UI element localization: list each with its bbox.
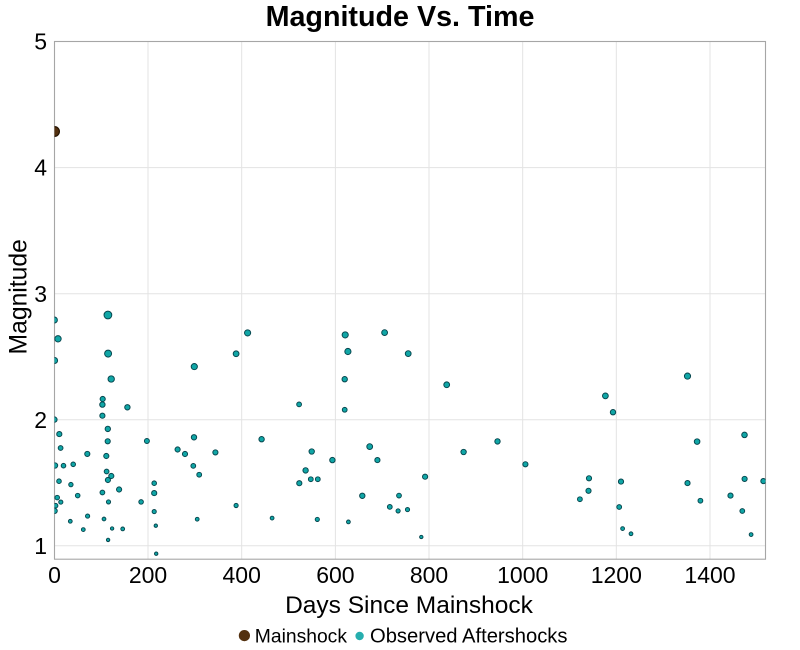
svg-text:600: 600 — [316, 562, 354, 588]
svg-text:Mainshock: Mainshock — [255, 626, 348, 647]
svg-text:5: 5 — [34, 29, 47, 55]
svg-text:1: 1 — [34, 533, 47, 559]
svg-text:800: 800 — [410, 562, 448, 588]
svg-text:Magnitude Vs. Time: Magnitude Vs. Time — [266, 1, 535, 33]
svg-text:400: 400 — [223, 562, 261, 588]
svg-text:3: 3 — [34, 281, 47, 307]
svg-text:2: 2 — [34, 407, 47, 433]
svg-text:200: 200 — [129, 562, 167, 588]
svg-text:Magnitude: Magnitude — [5, 239, 32, 354]
svg-text:1200: 1200 — [591, 562, 642, 588]
svg-text:Observed Aftershocks: Observed Aftershocks — [370, 625, 567, 647]
svg-text:0: 0 — [48, 562, 61, 588]
svg-text:1400: 1400 — [684, 562, 735, 588]
svg-text:Days Since Mainshock: Days Since Mainshock — [285, 592, 534, 619]
svg-text:4: 4 — [34, 155, 47, 181]
svg-text:1000: 1000 — [497, 562, 548, 588]
